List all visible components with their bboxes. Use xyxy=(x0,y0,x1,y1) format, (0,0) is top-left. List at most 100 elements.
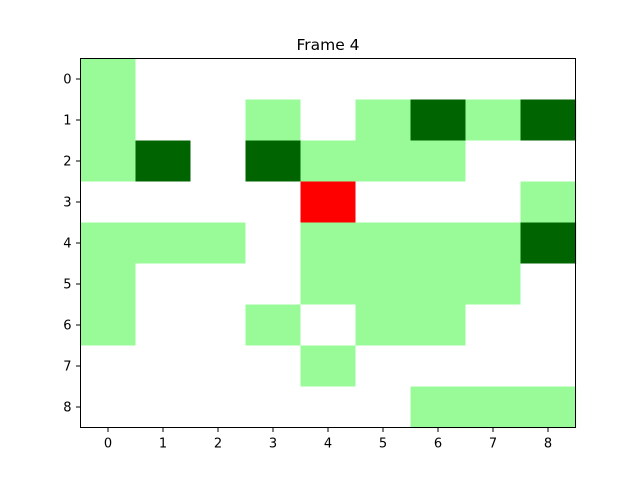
heatmap-cell-r6-c5 xyxy=(355,304,412,347)
heatmap-cell-r7-c1 xyxy=(135,345,192,388)
heatmap-cell-r2-c8 xyxy=(520,140,577,183)
heatmap-cell-r4-c3 xyxy=(245,222,302,265)
heatmap-cell-r5-c8 xyxy=(520,263,577,306)
y-tick-label: 7 xyxy=(63,360,71,375)
heatmap-cell-r1-c4 xyxy=(300,99,357,142)
heatmap-cell-r7-c6 xyxy=(410,345,467,388)
axes-frame xyxy=(80,58,576,428)
heatmap-cell-r6-c8 xyxy=(520,304,577,347)
heatmap-cell-r2-c2 xyxy=(190,140,247,183)
heatmap-cell-r5-c0 xyxy=(80,263,137,306)
heatmap-cell-r0-c3 xyxy=(245,58,302,101)
y-tick-label: 4 xyxy=(63,237,71,252)
heatmap-cell-r0-c1 xyxy=(135,58,192,101)
heatmap-cell-r6-c6 xyxy=(410,304,467,347)
heatmap-cell-r4-c1 xyxy=(135,222,192,265)
heatmap-cell-r5-c6 xyxy=(410,263,467,306)
heatmap-cell-r3-c6 xyxy=(410,181,467,224)
x-tick-label: 0 xyxy=(104,437,112,452)
heatmap-cell-r1-c7 xyxy=(465,99,522,142)
x-tick-label: 4 xyxy=(324,437,332,452)
heatmap-cell-r8-c8 xyxy=(520,386,577,429)
y-axis-ticks: 0 1 2 3 4 5 6 7 8 xyxy=(63,73,81,416)
heatmap-cell-r8-c0 xyxy=(80,386,137,429)
heatmap-cell-r6-c2 xyxy=(190,304,247,347)
heatmap-cell-r0-c4 xyxy=(300,58,357,101)
heatmap-cell-r0-c2 xyxy=(190,58,247,101)
heatmap-cell-r0-c7 xyxy=(465,58,522,101)
y-tick-label: 0 xyxy=(63,73,71,88)
heatmap-cell-r3-c5 xyxy=(355,181,412,224)
heatmap-cell-r3-c0 xyxy=(80,181,137,224)
heatmap-cell-r4-c0 xyxy=(80,222,137,265)
heatmap-cell-r5-c2 xyxy=(190,263,247,306)
heatmap-cell-r1-c1 xyxy=(135,99,192,142)
heatmap-cell-r8-c1 xyxy=(135,386,192,429)
heatmap-cell-r6-c0 xyxy=(80,304,137,347)
heatmap-cell-r2-c3 xyxy=(245,140,302,183)
heatmap-cell-r8-c6 xyxy=(410,386,467,429)
heatmap-cell-r7-c3 xyxy=(245,345,302,388)
y-tick-label: 5 xyxy=(63,278,71,293)
heatmap-cell-r8-c3 xyxy=(245,386,302,429)
heatmap-cell-r5-c4 xyxy=(300,263,357,306)
heatmap-cell-r4-c7 xyxy=(465,222,522,265)
heatmap-cell-r2-c0 xyxy=(80,140,137,183)
x-tick-label: 3 xyxy=(269,437,277,452)
x-tick-label: 8 xyxy=(544,437,552,452)
y-tick-label: 2 xyxy=(63,155,71,170)
heatmap-cell-r2-c4 xyxy=(300,140,357,183)
heatmap-cell-r3-c8 xyxy=(520,181,577,224)
heatmap-cell-r1-c6 xyxy=(410,99,467,142)
heatmap-cell-r1-c3 xyxy=(245,99,302,142)
heatmap-cell-r2-c1 xyxy=(135,140,192,183)
x-axis-ticks: 0 1 2 3 4 5 6 7 8 xyxy=(104,427,552,452)
y-tick-label: 3 xyxy=(63,196,71,211)
heatmap-cell-r6-c3 xyxy=(245,304,302,347)
x-tick-label: 5 xyxy=(379,437,387,452)
heatmap-cell-r5-c3 xyxy=(245,263,302,306)
heatmap-cell-r0-c6 xyxy=(410,58,467,101)
heatmap-cell-r7-c4 xyxy=(300,345,357,388)
heatmap-cells xyxy=(80,58,577,429)
y-tick-label: 8 xyxy=(63,401,71,416)
y-tick-label: 6 xyxy=(63,319,71,334)
heatmap-cell-r4-c4 xyxy=(300,222,357,265)
heatmap-cell-r4-c5 xyxy=(355,222,412,265)
heatmap-cell-r3-c3 xyxy=(245,181,302,224)
heatmap-cell-r3-c4 xyxy=(300,181,357,224)
heatmap-cell-r0-c0 xyxy=(80,58,137,101)
heatmap-cell-r8-c2 xyxy=(190,386,247,429)
heatmap-cell-r4-c2 xyxy=(190,222,247,265)
heatmap-cell-r6-c4 xyxy=(300,304,357,347)
heatmap-cell-r4-c6 xyxy=(410,222,467,265)
heatmap-cell-r2-c5 xyxy=(355,140,412,183)
heatmap-cell-r8-c4 xyxy=(300,386,357,429)
x-tick-label: 1 xyxy=(159,437,167,452)
heatmap-cell-r2-c6 xyxy=(410,140,467,183)
heatmap-cell-r7-c8 xyxy=(520,345,577,388)
heatmap-cell-r0-c8 xyxy=(520,58,577,101)
heatmap-cell-r4-c8 xyxy=(520,222,577,265)
heatmap-cell-r8-c7 xyxy=(465,386,522,429)
heatmap-cell-r5-c1 xyxy=(135,263,192,306)
heatmap-cell-r3-c1 xyxy=(135,181,192,224)
x-tick-label: 2 xyxy=(214,437,222,452)
heatmap-cell-r7-c5 xyxy=(355,345,412,388)
heatmap-cell-r6-c7 xyxy=(465,304,522,347)
heatmap-cell-r0-c5 xyxy=(355,58,412,101)
x-tick-label: 6 xyxy=(434,437,442,452)
heatmap-cell-r1-c5 xyxy=(355,99,412,142)
x-tick-label: 7 xyxy=(489,437,497,452)
heatmap-cell-r8-c5 xyxy=(355,386,412,429)
heatmap-cell-r7-c7 xyxy=(465,345,522,388)
heatmap-cell-r3-c2 xyxy=(190,181,247,224)
heatmap-cell-r1-c8 xyxy=(520,99,577,142)
heatmap-cell-r3-c7 xyxy=(465,181,522,224)
heatmap-cell-r2-c7 xyxy=(465,140,522,183)
heatmap-cell-r7-c0 xyxy=(80,345,137,388)
heatmap-cell-r6-c1 xyxy=(135,304,192,347)
heatmap-cell-r5-c5 xyxy=(355,263,412,306)
y-tick-label: 1 xyxy=(63,114,71,129)
